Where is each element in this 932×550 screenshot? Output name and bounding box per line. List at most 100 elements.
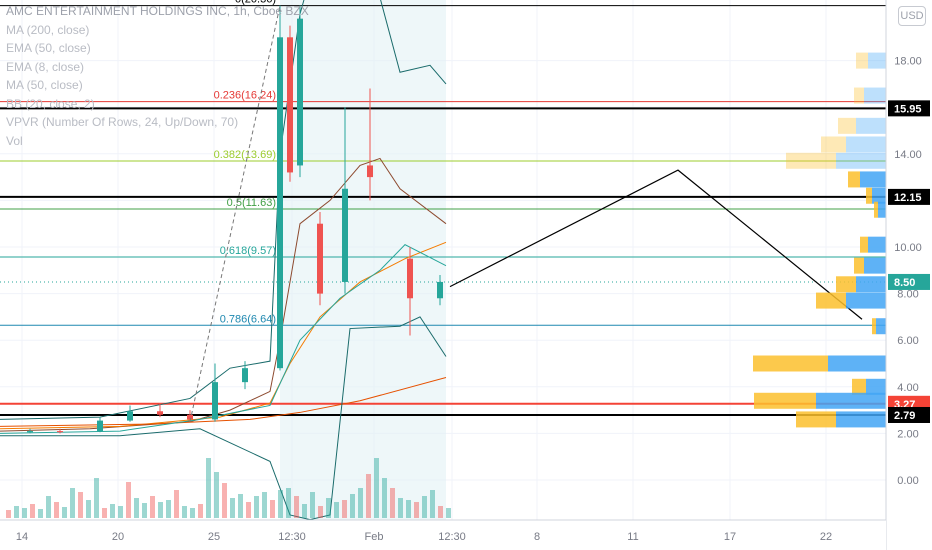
vp-up-bar <box>846 292 886 309</box>
candle-body <box>127 411 133 421</box>
volume-bar <box>118 506 123 518</box>
volume-bar <box>414 502 419 518</box>
bb-upper-2 <box>380 0 447 85</box>
legend-title: AMC ENTERTAINMENT HOLDINGS INC, 1h, Cboe… <box>6 4 309 18</box>
vp-up-bar <box>860 171 886 188</box>
volume-bar <box>326 498 331 518</box>
volume-bar <box>318 506 323 518</box>
legend-bb[interactable]: BB (20, close, 2) <box>6 96 95 111</box>
volume-bar <box>22 508 27 518</box>
fib-label-2: 0.382(13.69) <box>214 149 276 161</box>
price-tag-level-12-15 <box>888 188 930 205</box>
price-tag-text-last-price: 8.50 <box>894 277 915 289</box>
vp-down-bar <box>838 117 856 134</box>
candle-body <box>157 411 163 415</box>
time-label: 22 <box>820 531 832 543</box>
volume-bar <box>446 508 451 518</box>
candle-body <box>277 37 283 369</box>
price-tag-text-level-15-95: 15.95 <box>894 103 922 115</box>
volume-bar <box>438 506 443 518</box>
vp-up-bar <box>816 392 886 409</box>
legend-vol[interactable]: Vol <box>6 133 23 148</box>
fib-label-3: 0.5(11.63) <box>227 197 276 209</box>
vp-down-bar <box>854 257 864 274</box>
price-scale-label: 4.00 <box>897 382 918 394</box>
vp-down-bar <box>753 355 828 372</box>
volume-bar <box>246 502 251 518</box>
volume-bar <box>142 503 147 518</box>
time-axis <box>0 520 886 550</box>
legend-ma50[interactable]: MA (50, close) <box>6 78 83 92</box>
candle-body <box>407 258 413 299</box>
legend-ema50[interactable]: EMA (50, close) <box>6 41 91 55</box>
candle-body <box>27 431 33 433</box>
legend: AMC ENTERTAINMENT HOLDINGS INC, 1h, Cboe… <box>6 2 309 150</box>
time-label: 11 <box>627 531 638 543</box>
time-label: 20 <box>112 531 124 543</box>
price-scale-label: 18.00 <box>894 56 922 68</box>
vp-up-bar <box>846 136 886 153</box>
vp-down-bar <box>796 411 836 428</box>
vp-down-bar <box>848 171 860 188</box>
price-scale-label: 0.00 <box>897 475 918 487</box>
price-scale-label: 10.00 <box>894 242 922 254</box>
volume-bar <box>302 504 307 518</box>
fib-label-1: 0.236(16.24) <box>214 90 276 102</box>
time-label: 14 <box>16 531 28 543</box>
price-scale-label: 14.00 <box>894 149 922 161</box>
projection-path <box>449 169 863 320</box>
vp-up-bar <box>856 276 886 293</box>
legend-ma200[interactable]: MA (200, close) <box>6 22 90 37</box>
fib-label-0: 0(20.36) <box>235 0 276 6</box>
price-scale-label: 6.00 <box>897 335 918 347</box>
volume-bar <box>206 458 211 518</box>
vp-up-bar <box>866 378 886 395</box>
vp-up-bar <box>868 52 886 69</box>
vp-up-bar <box>872 187 886 204</box>
volume-bar <box>182 506 187 518</box>
volume-bar <box>214 472 219 518</box>
volume-bar <box>166 500 171 518</box>
price-tag-level-2-79 <box>888 406 930 423</box>
volume-bar <box>366 474 371 518</box>
vp-up-bar <box>876 318 886 335</box>
volume-bar <box>158 502 163 518</box>
volume-bar <box>310 492 315 518</box>
candle-body <box>437 281 443 299</box>
volume-bar <box>86 500 91 518</box>
vp-down-bar <box>854 87 864 104</box>
volume-bar <box>70 488 75 518</box>
vp-up-bar <box>828 355 886 372</box>
volume-bar <box>422 496 427 518</box>
vp-up-bar <box>836 152 886 169</box>
volume-bar <box>398 498 403 518</box>
volume-bar <box>350 494 355 518</box>
vp-up-bar <box>868 236 886 253</box>
vp-up-bar <box>878 201 886 218</box>
vp-down-bar <box>860 236 868 253</box>
volume-bar <box>254 496 259 518</box>
vp-down-bar <box>786 152 836 169</box>
price-scale-label: 8.00 <box>897 289 918 301</box>
volume-bar <box>358 488 363 518</box>
time-label: Feb <box>365 531 384 543</box>
price-tag-text-level-12-15: 12.15 <box>894 192 922 204</box>
volume-bar <box>430 490 435 518</box>
volume-bar <box>6 510 11 518</box>
currency-button[interactable]: USD <box>898 6 926 26</box>
candle-body <box>187 414 193 420</box>
vp-down-bar <box>754 392 816 409</box>
volume-bar <box>14 506 19 518</box>
price-tag-level-15-95 <box>888 100 930 117</box>
time-label: 12:30 <box>438 531 466 543</box>
legend-vpvr[interactable]: VPVR (Number Of Rows, 24, Up/Down, 70) <box>6 115 239 129</box>
legend-ema8[interactable]: EMA (8, close) <box>6 59 85 74</box>
volume-bar <box>270 500 275 518</box>
volume-bar <box>174 490 179 518</box>
volume-bar <box>230 498 235 518</box>
fib-label-5: 0.786(6.64) <box>220 313 276 325</box>
ema50-line <box>0 241 447 430</box>
volume-bar <box>102 508 107 518</box>
vp-down-bar <box>816 292 846 309</box>
